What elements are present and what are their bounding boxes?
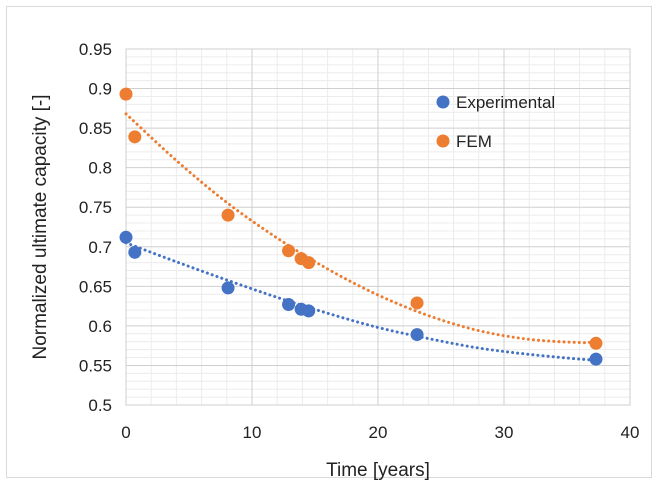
y-tick-label: 0.5 xyxy=(88,396,112,415)
data-point-experimental xyxy=(128,245,142,259)
plot-area-border xyxy=(125,48,631,406)
x-tick-label: 30 xyxy=(495,423,514,442)
x-axis-title: Time [years] xyxy=(326,460,430,481)
x-axis-tick-labels: 0 10 20 30 40 xyxy=(121,423,639,442)
data-points xyxy=(119,87,603,366)
legend-marker-experimental xyxy=(436,95,450,109)
chart-area xyxy=(6,6,652,478)
data-point-fem xyxy=(128,130,142,144)
data-point-fem xyxy=(302,256,316,270)
y-tick-label: 0.6 xyxy=(88,317,112,336)
trendline-experimental xyxy=(124,241,598,362)
data-point-fem xyxy=(410,296,424,310)
legend-label-fem: FEM xyxy=(456,132,492,151)
x-tick-label: 0 xyxy=(121,423,130,442)
y-tick-label: 0.75 xyxy=(79,198,112,217)
data-point-experimental xyxy=(410,328,424,342)
y-tick-label: 0.55 xyxy=(79,356,112,375)
data-point-experimental xyxy=(282,298,296,312)
data-point-experimental xyxy=(119,230,133,244)
y-tick-label: 0.8 xyxy=(88,159,112,178)
y-tick-label: 0.85 xyxy=(79,119,112,138)
y-axis-title: Normalized ultimate capacity [-] xyxy=(30,94,51,359)
y-tick-label: 0.65 xyxy=(79,277,112,296)
legend-marker-fem xyxy=(436,134,450,148)
data-point-experimental xyxy=(302,304,316,318)
data-point-experimental xyxy=(589,352,603,366)
trendline-fem xyxy=(124,112,598,345)
data-point-fem xyxy=(119,87,133,101)
y-tick-label: 0.7 xyxy=(88,238,112,257)
y-tick-label: 0.9 xyxy=(88,80,112,99)
data-point-fem xyxy=(221,208,235,222)
y-axis-tick-labels: 0.5 0.55 0.6 0.65 0.7 0.75 0.8 0.85 0.9 0.95 xyxy=(79,40,112,415)
x-tick-label: 40 xyxy=(621,423,640,442)
legend: Experimental FEM xyxy=(436,93,555,151)
data-point-fem xyxy=(282,244,296,258)
data-point-fem xyxy=(589,336,603,350)
y-tick-label: 0.95 xyxy=(79,40,112,59)
x-tick-label: 20 xyxy=(369,423,388,442)
data-point-experimental xyxy=(221,281,235,295)
plot-border-rect xyxy=(125,48,631,406)
legend-label-experimental: Experimental xyxy=(456,93,555,112)
x-tick-label: 10 xyxy=(243,423,262,442)
trendlines xyxy=(124,112,598,362)
